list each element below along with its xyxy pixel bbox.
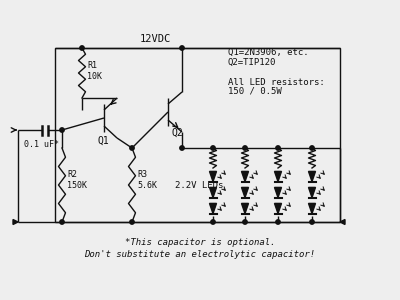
Circle shape (60, 220, 64, 224)
Text: Q2=TIP120: Q2=TIP120 (228, 58, 276, 67)
Polygon shape (242, 171, 248, 182)
Polygon shape (274, 171, 282, 182)
Text: Q2: Q2 (172, 128, 184, 138)
Circle shape (276, 146, 280, 150)
Polygon shape (308, 171, 316, 182)
Polygon shape (242, 188, 248, 198)
Text: 150 / 0.5W: 150 / 0.5W (228, 87, 282, 96)
Circle shape (60, 128, 64, 132)
Text: Don't substitute an electrolytic capacitor!: Don't substitute an electrolytic capacit… (84, 250, 316, 259)
Polygon shape (340, 220, 345, 224)
Circle shape (211, 220, 215, 224)
Polygon shape (242, 203, 248, 214)
Circle shape (243, 220, 247, 224)
Circle shape (211, 146, 215, 150)
Text: *This capacitor is optional.: *This capacitor is optional. (125, 238, 275, 247)
Polygon shape (308, 188, 316, 198)
Circle shape (276, 220, 280, 224)
Text: R3
5.6K: R3 5.6K (137, 170, 157, 190)
Circle shape (180, 146, 184, 150)
Polygon shape (210, 203, 216, 214)
Circle shape (80, 46, 84, 50)
Polygon shape (210, 171, 216, 182)
Polygon shape (210, 188, 216, 198)
Text: 0.1 uF*: 0.1 uF* (24, 140, 58, 149)
Circle shape (130, 146, 134, 150)
Text: 2.2V LEDs: 2.2V LEDs (175, 181, 223, 190)
Circle shape (310, 220, 314, 224)
Text: R1
10K: R1 10K (87, 61, 102, 81)
Text: Q1: Q1 (98, 136, 110, 146)
Polygon shape (308, 203, 316, 214)
Circle shape (130, 220, 134, 224)
Text: Q1=2N3906, etc.: Q1=2N3906, etc. (228, 48, 309, 57)
Circle shape (310, 146, 314, 150)
Polygon shape (13, 220, 18, 224)
Circle shape (243, 146, 247, 150)
Circle shape (180, 46, 184, 50)
Text: 12VDC: 12VDC (139, 34, 171, 44)
Text: All LED resistors:: All LED resistors: (228, 78, 325, 87)
Polygon shape (274, 188, 282, 198)
Polygon shape (274, 203, 282, 214)
Text: R2
150K: R2 150K (67, 170, 87, 190)
